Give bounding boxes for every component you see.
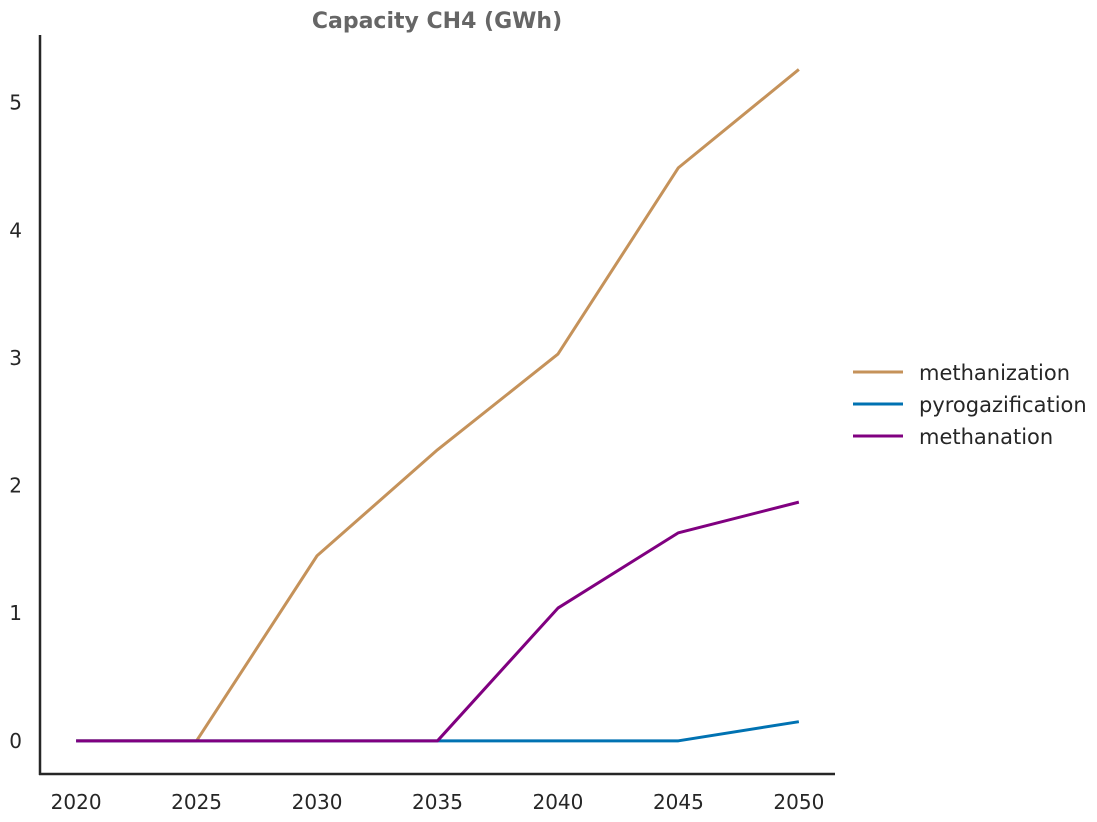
x-tick-label: 2030 bbox=[292, 790, 343, 814]
x-tick-label: 2045 bbox=[653, 790, 704, 814]
y-tick-label: 1 bbox=[9, 601, 22, 625]
x-tick-label: 2050 bbox=[773, 790, 824, 814]
x-tick-labels: 2020 2025 2030 2035 2040 2045 2050 bbox=[51, 790, 825, 814]
legend: methanization pyrogazification methanation bbox=[853, 361, 1087, 449]
legend-label: methanation bbox=[919, 425, 1053, 449]
legend-entry-pyrogazification: pyrogazification bbox=[853, 393, 1087, 417]
x-tick-label: 2035 bbox=[412, 790, 463, 814]
legend-label: pyrogazification bbox=[919, 393, 1087, 417]
plot-lines bbox=[76, 68, 800, 743]
legend-entry-methanization: methanization bbox=[853, 361, 1070, 385]
y-tick-label: 5 bbox=[9, 91, 22, 115]
y-tick-label: 3 bbox=[9, 346, 22, 370]
x-tick-label: 2020 bbox=[51, 790, 102, 814]
legend-entry-methanation: methanation bbox=[853, 425, 1053, 449]
y-tick-label: 0 bbox=[9, 729, 22, 753]
x-tick-label: 2040 bbox=[532, 790, 583, 814]
legend-label: methanization bbox=[919, 361, 1070, 385]
y-tick-labels: 0 1 2 3 4 5 bbox=[9, 91, 22, 753]
chart-title: Capacity CH4 (GWh) bbox=[312, 9, 562, 34]
series-line-methanation bbox=[76, 500, 800, 743]
y-tick-label: 4 bbox=[9, 218, 22, 242]
series-line-methanization bbox=[76, 68, 800, 743]
y-tick-label: 2 bbox=[9, 474, 22, 498]
x-tick-label: 2025 bbox=[171, 790, 222, 814]
series-line-pyrogazification bbox=[76, 720, 800, 743]
